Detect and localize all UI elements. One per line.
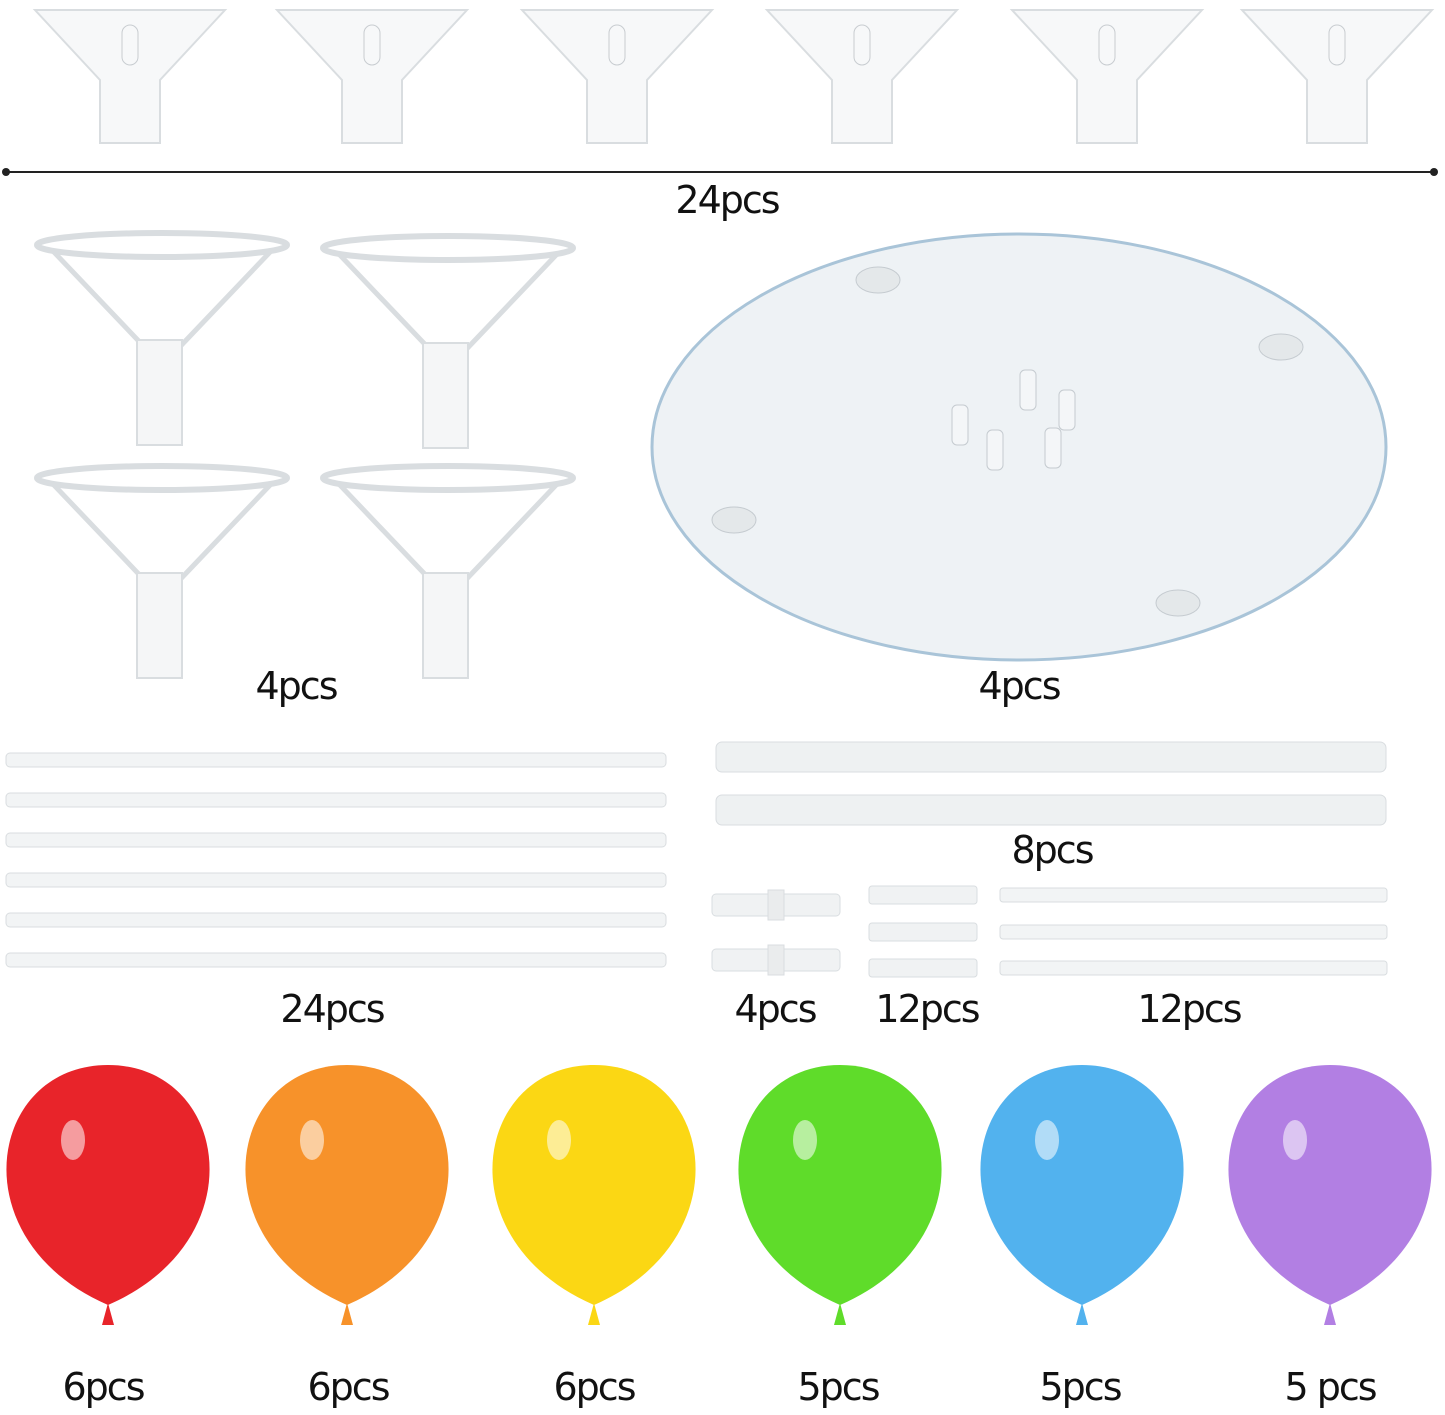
balloon-count-red: 6pcs	[62, 1365, 146, 1409]
balloon-knot	[1076, 1303, 1088, 1325]
joints-count: 12pcs	[875, 987, 980, 1031]
base-foot	[711, 506, 757, 534]
holders-count: 4pcs	[255, 664, 339, 708]
holder-arms	[50, 481, 274, 590]
balloon	[1228, 1065, 1432, 1305]
short-rod	[5, 832, 667, 848]
thin-rod	[999, 960, 1388, 976]
balloon-highlight	[61, 1120, 85, 1160]
balloon-knot	[341, 1303, 353, 1325]
base-plate	[650, 232, 1388, 662]
cup-slot	[608, 24, 626, 66]
long-rod	[715, 741, 1387, 773]
holder-arms	[50, 248, 274, 357]
joint	[868, 885, 978, 905]
balloon-count-blue: 5pcs	[1039, 1365, 1123, 1409]
holder-arms	[336, 251, 560, 360]
connector-ring	[767, 889, 785, 921]
holder-ring	[34, 230, 290, 260]
short-rod	[5, 752, 667, 768]
balloon-count-green: 5pcs	[797, 1365, 881, 1409]
balloon	[245, 1065, 449, 1305]
dimension-dot	[2, 168, 10, 176]
base-foot	[1155, 589, 1201, 617]
balloon	[492, 1065, 696, 1305]
balloon-highlight	[1283, 1120, 1307, 1160]
balloon-cup	[1009, 9, 1205, 144]
base-peg	[1019, 369, 1037, 411]
balloon-count-purple: 5 pcs	[1284, 1365, 1377, 1409]
long-rod	[715, 794, 1387, 826]
holder-ring	[34, 463, 290, 493]
holder-arms	[336, 481, 560, 590]
thin-rod	[999, 924, 1388, 940]
balloon-count-yellow: 6pcs	[553, 1365, 637, 1409]
balloon-cup	[519, 9, 715, 144]
balloon-cup	[274, 9, 470, 144]
joint	[868, 922, 978, 942]
balloon-highlight	[1035, 1120, 1059, 1160]
holder-clip	[422, 572, 469, 679]
balloon-highlight	[547, 1120, 571, 1160]
dimension-dot	[1430, 168, 1438, 176]
short-rods-count: 24pcs	[280, 987, 385, 1031]
balloon-knot	[588, 1303, 600, 1325]
base-peg	[1058, 389, 1076, 431]
thin-rods-count: 12pcs	[1137, 987, 1242, 1031]
short-rod	[5, 952, 667, 968]
holder-clip	[422, 342, 469, 449]
balloon-knot	[834, 1303, 846, 1325]
cup-slot	[121, 24, 139, 66]
balloon	[6, 1065, 210, 1305]
balloon-cup	[1239, 9, 1435, 144]
cups-count: 24pcs	[675, 178, 780, 222]
balloon-cup	[764, 9, 960, 144]
balloon-knot	[1324, 1303, 1336, 1325]
holder-clip	[136, 572, 183, 679]
cup-slot	[853, 24, 871, 66]
balloon-cup	[32, 9, 228, 144]
balloon	[738, 1065, 942, 1305]
balloon-count-orange: 6pcs	[307, 1365, 391, 1409]
cup-slot	[363, 24, 381, 66]
balloon-highlight	[300, 1120, 324, 1160]
short-rod	[5, 912, 667, 928]
base-foot	[1258, 333, 1304, 361]
cup-slot	[1328, 24, 1346, 66]
connectors-count: 4pcs	[734, 987, 818, 1031]
short-rod	[5, 872, 667, 888]
cup-slot	[1098, 24, 1116, 66]
long-rods-count: 8pcs	[1011, 828, 1095, 872]
base-peg	[951, 404, 969, 446]
base-foot	[855, 266, 901, 294]
balloon	[980, 1065, 1184, 1305]
balloon-highlight	[793, 1120, 817, 1160]
bases-count: 4pcs	[978, 664, 1062, 708]
joint	[868, 958, 978, 978]
short-rod	[5, 792, 667, 808]
thin-rod	[999, 887, 1388, 903]
connector-ring	[767, 944, 785, 976]
holder-clip	[136, 339, 183, 446]
holder-ring	[320, 463, 576, 493]
base-peg	[1044, 427, 1062, 469]
holder-ring	[320, 233, 576, 263]
base-peg	[986, 429, 1004, 471]
balloon-knot	[102, 1303, 114, 1325]
